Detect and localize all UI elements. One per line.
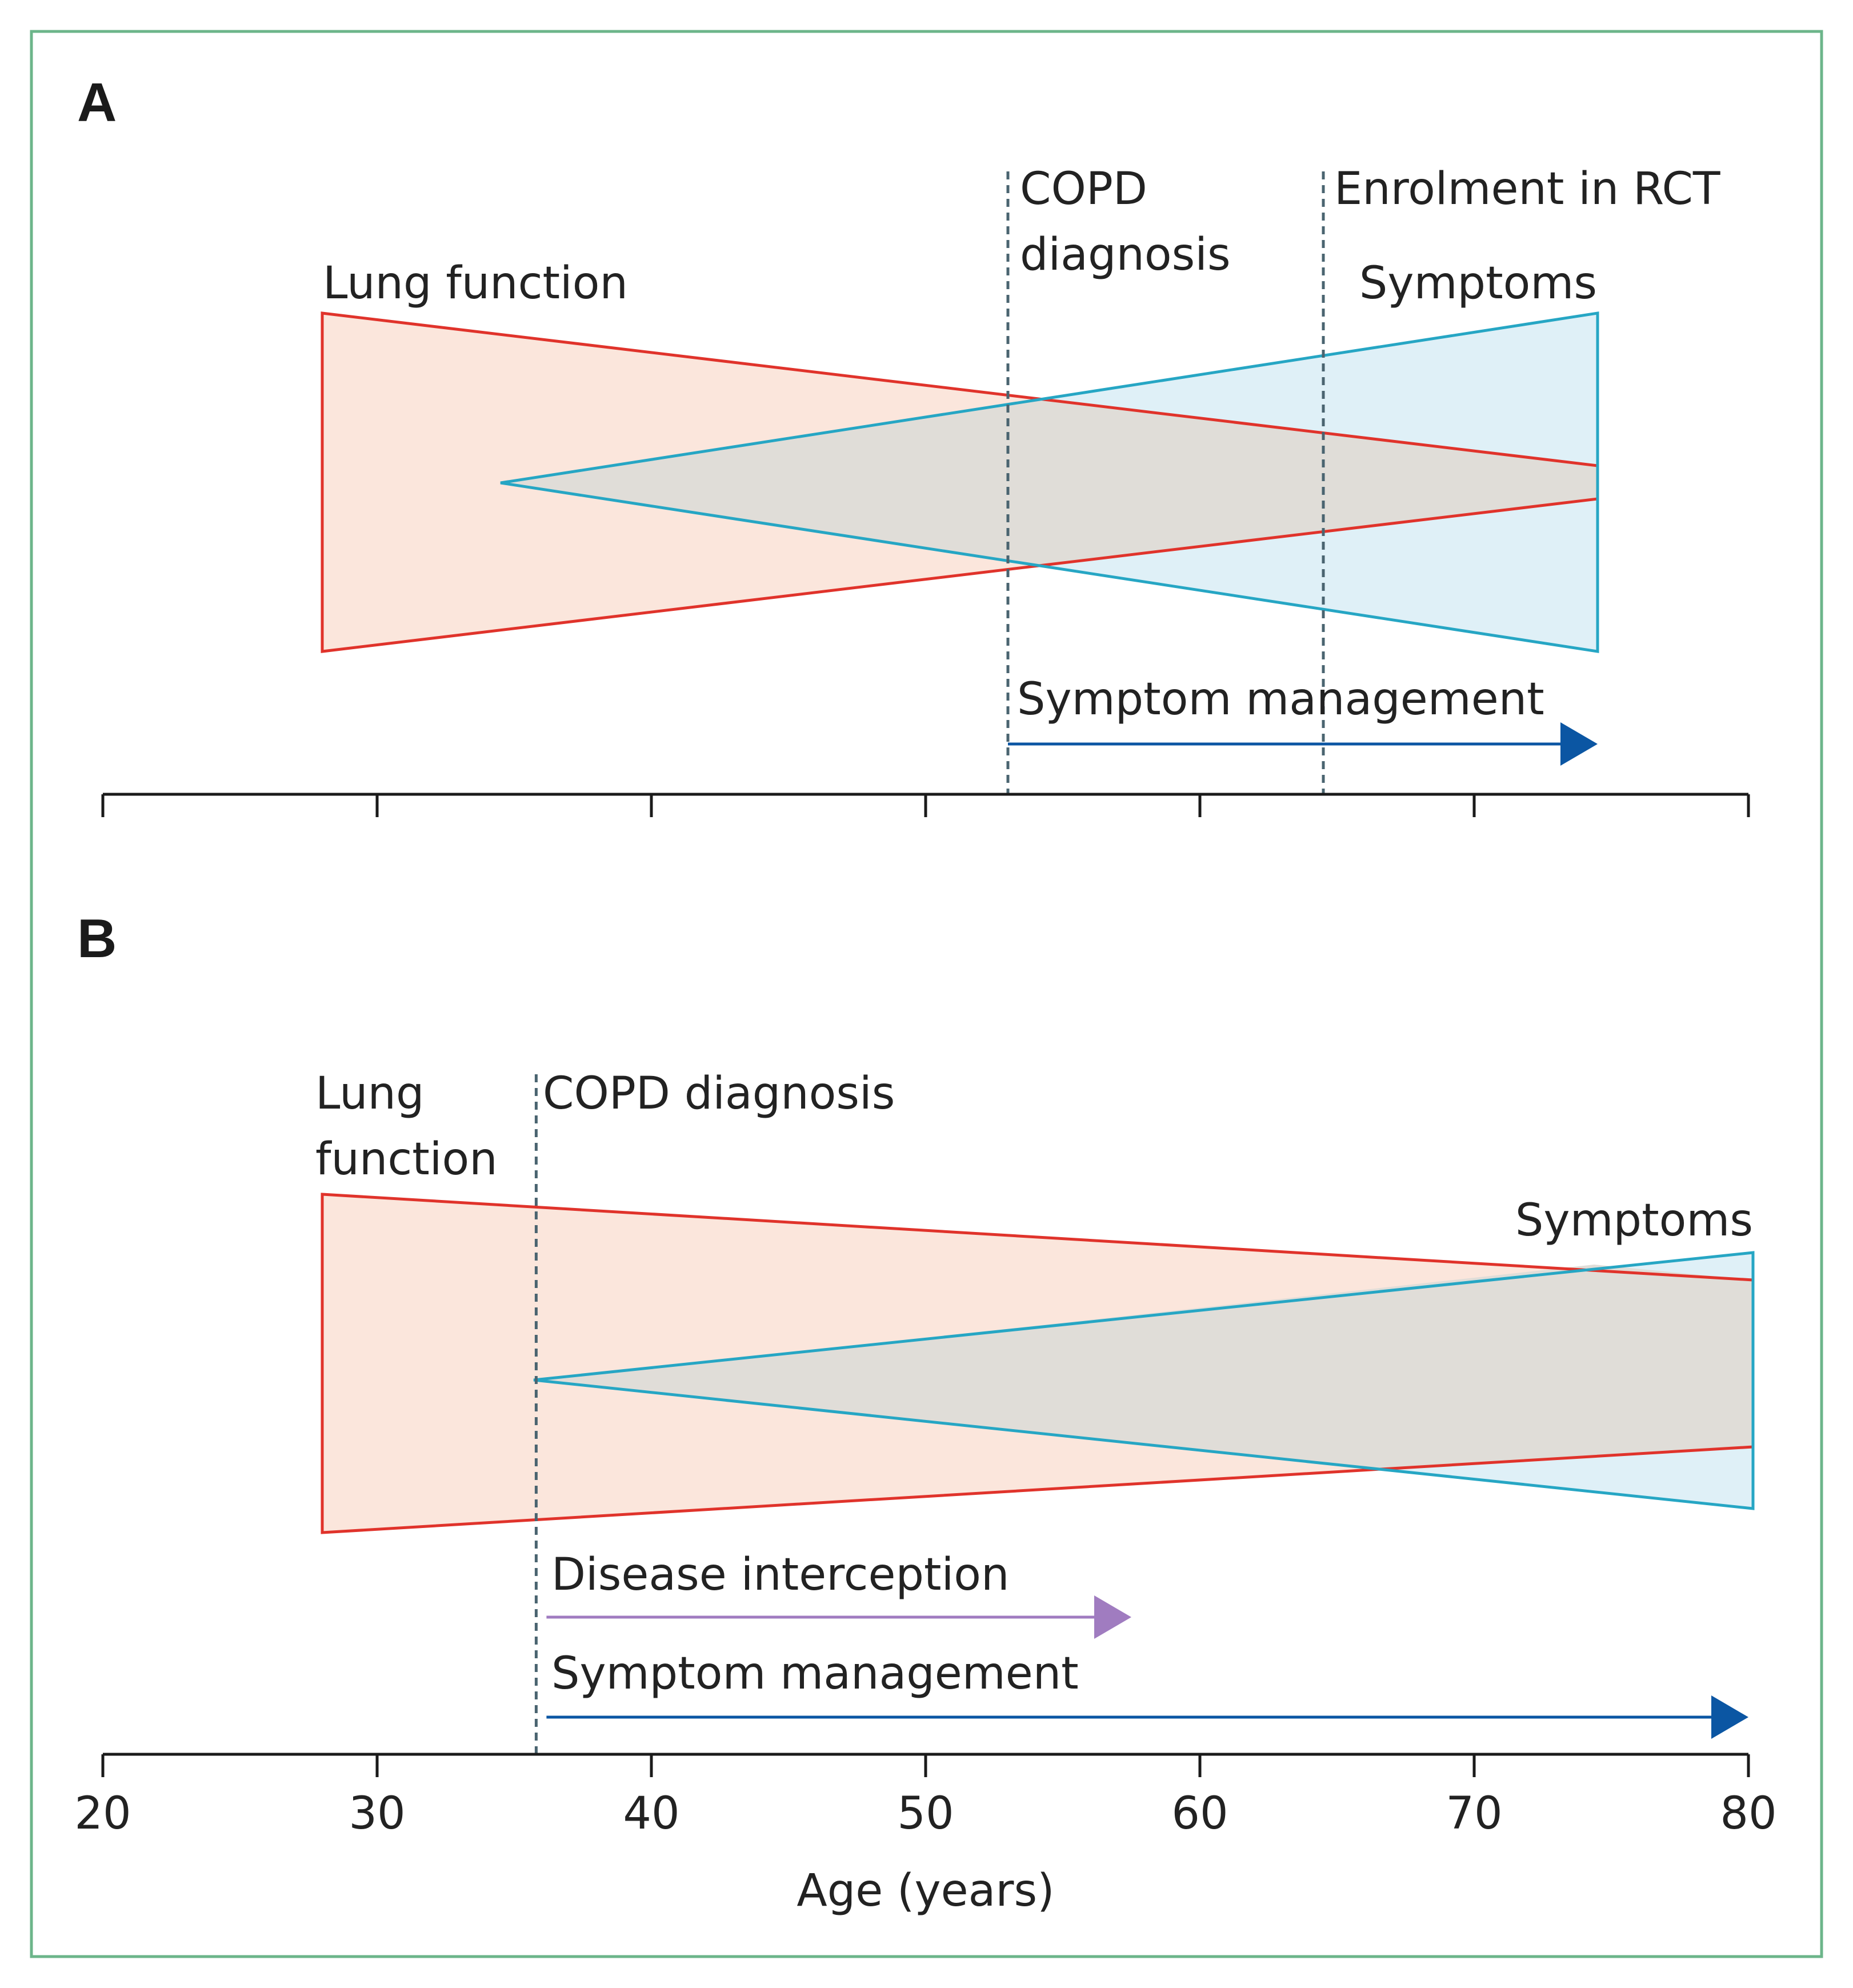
panel-b-disease-interception-label: Disease interception — [551, 1549, 1009, 1601]
panel-b-age-axis: 20 30 40 50 60 70 80 — [74, 1753, 1777, 1839]
axis-tick-label: 30 — [349, 1788, 405, 1839]
panel-b-overlap-region — [541, 1265, 1753, 1470]
panel-a-rct-label: Enrolment in RCT — [1334, 163, 1720, 215]
panel-b-lung-label-line1: Lung — [315, 1068, 424, 1119]
panel-b-lung-label-line2: function — [315, 1134, 498, 1185]
panel-a-letter: A — [77, 72, 117, 133]
panel-a-symptom-management-label: Symptom management — [1017, 674, 1544, 725]
panel-a-lung-function-label: Lung function — [323, 258, 628, 309]
axis-tick-label: 40 — [623, 1788, 679, 1839]
axis-tick-label: 80 — [1720, 1788, 1776, 1839]
panel-b-symptom-management-label: Symptom management — [551, 1648, 1079, 1699]
panel-b-symptom-management-arrowhead — [1711, 1695, 1748, 1739]
panel-b-symptoms-label: Symptoms — [1515, 1195, 1753, 1246]
panel-b-disease-interception-arrowhead — [1094, 1595, 1131, 1639]
panel-a-symptoms-label: Symptoms — [1359, 258, 1597, 309]
axis-tick-label: 50 — [897, 1788, 954, 1839]
axis-tick-label: 20 — [74, 1788, 131, 1839]
panel-a: A Lung function Symptoms COPD diagnosis … — [77, 72, 1750, 817]
panel-a-symptoms-outline — [500, 311, 1599, 653]
panel-b: B Lung function COPD diagnosis Symptoms … — [74, 908, 1776, 1917]
axis-tick-label: 60 — [1171, 1788, 1228, 1839]
panel-b-letter: B — [77, 908, 117, 969]
panel-a-age-axis — [101, 793, 1750, 817]
panel-b-symptoms-outline — [533, 1251, 1755, 1510]
age-axis-title: Age (years) — [797, 1865, 1054, 1917]
panel-a-overlap-region — [507, 400, 1598, 566]
panel-a-copd-label-line1: COPD — [1020, 163, 1147, 215]
panel-a-copd-label-line2: diagnosis — [1020, 229, 1231, 281]
panel-b-copd-label: COPD diagnosis — [543, 1068, 895, 1119]
panel-a-symptom-management-arrowhead — [1560, 722, 1598, 766]
axis-tick-label: 70 — [1446, 1788, 1502, 1839]
